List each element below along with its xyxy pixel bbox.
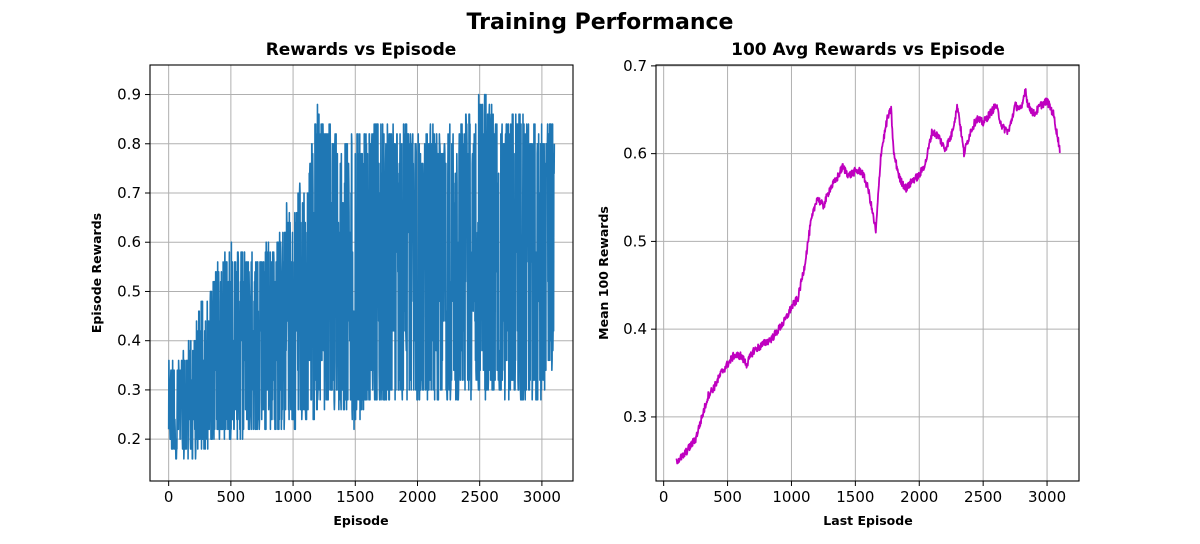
rewards-chart-xtick-label: 3000 bbox=[523, 488, 561, 506]
rewards-chart-xtick-label: 2500 bbox=[461, 488, 499, 506]
rewards-chart-xtick-label: 1000 bbox=[274, 488, 312, 506]
rewards-chart-series bbox=[167, 93, 556, 460]
avg-rewards-chart-xtick-label: 2500 bbox=[964, 488, 1002, 506]
rewards-chart-ylabel: Episode Rewards bbox=[89, 213, 104, 333]
rewards-series-line bbox=[167, 93, 556, 460]
rewards-chart: Rewards vs Episode 0 500 1000 1500 2000 2500 3… bbox=[89, 40, 574, 528]
avg-rewards-chart-xtick-label: 0 bbox=[659, 488, 669, 506]
avg-rewards-chart-ytick-label: 0.7 bbox=[623, 57, 647, 75]
avg-rewards-chart-grid bbox=[656, 65, 1079, 481]
rewards-chart-ytick-label: 0.3 bbox=[117, 381, 141, 399]
avg-rewards-chart-series bbox=[675, 88, 1061, 465]
rewards-chart-xtick-label: 500 bbox=[217, 488, 246, 506]
avg-rewards-chart-xtick-label: 1500 bbox=[836, 488, 874, 506]
avg-rewards-chart-title: 100 Avg Rewards vs Episode bbox=[731, 40, 1005, 60]
avg-rewards-chart-ytick-label: 0.5 bbox=[623, 232, 647, 250]
avg-rewards-chart-xtick-label: 2000 bbox=[900, 488, 938, 506]
rewards-chart-ytick-label: 0.7 bbox=[117, 184, 141, 202]
avg-rewards-chart-frame bbox=[655, 64, 1080, 482]
avg-rewards-chart-xtick-label: 500 bbox=[713, 488, 742, 506]
avg-rewards-chart-xtick-label: 3000 bbox=[1028, 488, 1066, 506]
figure-title: Training Performance bbox=[467, 10, 734, 35]
rewards-chart-frame bbox=[149, 64, 574, 482]
rewards-chart-title: Rewards vs Episode bbox=[266, 40, 457, 60]
rewards-chart-ytick-label: 0.5 bbox=[117, 282, 141, 300]
rewards-chart-ytick-label: 0.4 bbox=[117, 332, 141, 350]
avg-rewards-chart-ytick-label: 0.4 bbox=[623, 320, 647, 338]
rewards-chart-xtick-label: 2000 bbox=[398, 488, 436, 506]
rewards-chart-ytick-label: 0.9 bbox=[117, 86, 141, 104]
rewards-chart-ytick-label: 0.8 bbox=[117, 135, 141, 153]
rewards-chart-ytick-label: 0.6 bbox=[117, 233, 141, 251]
avg-rewards-chart-ytick-label: 0.3 bbox=[623, 408, 647, 426]
avg-rewards-series-line bbox=[675, 88, 1061, 465]
rewards-chart-ticks: 0 500 1000 1500 2000 2500 3000 0.2 0.3 0.4 0.5 0.6 0… bbox=[117, 86, 561, 506]
rewards-chart-xlabel: Episode bbox=[333, 513, 388, 528]
avg-rewards-chart: 100 Avg Rewards vs Episode 0 500 1000 1500 2… bbox=[596, 40, 1080, 528]
avg-rewards-chart-ticks: 0 500 1000 1500 2000 2500 3000 0.3 0.4 0.5 0.6 0.7 bbox=[623, 57, 1066, 506]
avg-rewards-chart-xlabel: Last Episode bbox=[823, 513, 912, 528]
avg-rewards-chart-xtick-label: 1000 bbox=[772, 488, 810, 506]
rewards-chart-ytick-label: 0.2 bbox=[117, 430, 141, 448]
rewards-chart-xtick-label: 1500 bbox=[336, 488, 374, 506]
avg-rewards-chart-ylabel: Mean 100 Rewards bbox=[596, 206, 611, 340]
rewards-chart-xtick-label: 0 bbox=[164, 488, 174, 506]
avg-rewards-chart-ytick-label: 0.6 bbox=[623, 145, 647, 163]
